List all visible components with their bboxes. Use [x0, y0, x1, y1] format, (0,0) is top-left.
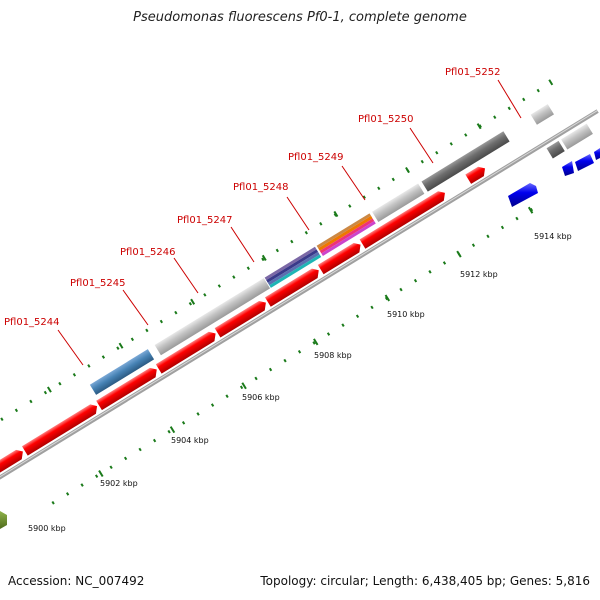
feature-pfl01-5249[interactable] — [372, 183, 425, 222]
leader-pfl01-5244 — [57, 329, 84, 366]
scale-label: 5914 kbp — [534, 232, 572, 241]
leader-pfl01-5249 — [341, 165, 366, 201]
gene-label-pfl01-5244: Pfl01_5244 — [4, 317, 60, 328]
feature-pfl01-5246[interactable] — [154, 278, 271, 356]
cds-feature[interactable] — [96, 365, 160, 411]
scale-label: 5902 kbp — [100, 479, 138, 488]
cds-track — [0, 164, 488, 490]
cds-feature[interactable] — [214, 298, 269, 338]
feature-pfl01-5252[interactable] — [530, 104, 554, 125]
cds-feature[interactable] — [317, 240, 364, 275]
reverse-feature-light[interactable] — [561, 123, 593, 150]
feature-pfl01-5248[interactable] — [316, 213, 376, 256]
reverse-strand-genes — [0, 148, 600, 529]
lower-tick-row — [51, 206, 534, 505]
gene-label-pfl01-5250: Pfl01_5250 — [358, 114, 414, 125]
leader-pfl01-5252 — [497, 79, 522, 119]
cds-feature[interactable] — [264, 266, 322, 307]
genome-summary-text: Topology: circular; Length: 6,438,405 bp… — [260, 574, 590, 588]
gene-label-pfl01-5248: Pfl01_5248 — [233, 182, 289, 193]
label-leaders — [57, 79, 522, 366]
gene-label-pfl01-5252: Pfl01_5252 — [445, 67, 501, 78]
blue-gene[interactable] — [575, 154, 594, 171]
blue-gene[interactable] — [594, 148, 600, 160]
scale-label-layer: 5900 kbp 5902 kbp 5904 kbp 5906 kbp 5908… — [28, 232, 572, 533]
leader-pfl01-5248 — [286, 196, 310, 231]
gene-label-pfl01-5249: Pfl01_5249 — [288, 152, 344, 163]
gene-label-pfl01-5245: Pfl01_5245 — [70, 278, 126, 289]
scale-label: 5910 kbp — [387, 310, 425, 319]
feature-pfl01-5247[interactable] — [264, 246, 322, 288]
feature-pfl01-5244[interactable] — [89, 349, 155, 395]
reverse-feature-gray[interactable] — [546, 140, 565, 159]
map-title: Pseudomonas fluorescens Pf0-1, complete … — [133, 10, 467, 25]
leader-pfl01-5250 — [409, 127, 434, 164]
cds-feature[interactable] — [465, 164, 488, 184]
scale-label: 5912 kbp — [460, 270, 498, 279]
upper-tick-row — [0, 79, 554, 422]
blue-gene[interactable] — [562, 161, 574, 176]
leader-pfl01-5245 — [122, 289, 149, 326]
scale-label: 5904 kbp — [171, 436, 209, 445]
cds-feature[interactable] — [21, 402, 100, 456]
blue-gene[interactable] — [508, 183, 538, 207]
scale-label: 5906 kbp — [242, 393, 280, 402]
gene-label-pfl01-5247: Pfl01_5247 — [177, 215, 233, 226]
annotation-track — [89, 104, 554, 395]
gene-label-layer: Pfl01_5244 Pfl01_5245 Pfl01_5246 Pfl01_5… — [4, 67, 501, 328]
scale-label: 5908 kbp — [314, 351, 352, 360]
olive-gene[interactable] — [0, 511, 7, 529]
feature-pfl01-5250[interactable] — [421, 131, 510, 192]
genome-backbone — [0, 109, 599, 510]
accession-text: Accession: NC_007492 — [8, 574, 145, 588]
cds-feature[interactable] — [359, 189, 448, 249]
scale-label: 5900 kbp — [28, 524, 66, 533]
cds-feature[interactable] — [0, 447, 26, 490]
gene-label-pfl01-5246: Pfl01_5246 — [120, 247, 176, 258]
leader-pfl01-5246 — [173, 257, 199, 294]
leader-pfl01-5247 — [230, 226, 255, 263]
genome-backbone-highlight — [0, 110, 598, 509]
cds-feature[interactable] — [155, 329, 219, 374]
